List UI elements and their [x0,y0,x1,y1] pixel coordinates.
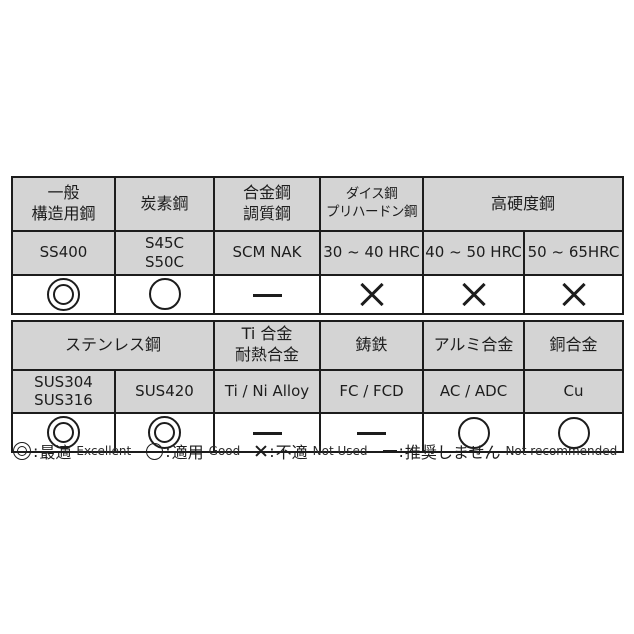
material-grade-cell: SUS304 SUS316 [11,368,116,414]
rating-cell [422,412,526,453]
legend-colon: : [398,441,404,461]
legend-item: : 推奨しません Not recommended [382,439,618,463]
material-category-cell: 高硬度鋼 [421,176,625,232]
circle-symbol [148,278,181,310]
legend-label-en: Not recommended [505,444,618,458]
legend-label-en: Not Used [312,444,368,458]
legend-colon: : [33,441,39,461]
dash-symbol [252,432,282,435]
double-circle-symbol [47,416,80,449]
material-category-cell: 炭素鋼 [114,176,215,232]
legend-label-jp: 推奨しません [404,443,501,462]
double-circle-symbol [13,442,31,460]
circle-symbol [146,442,164,460]
rating-cell [522,273,625,315]
rating-cell [213,412,322,453]
circle-symbol [457,416,490,449]
double-circle-symbol [47,277,80,311]
material-grade-cell: Cu [523,368,625,414]
circle-symbol [557,416,590,449]
material-grade-cell: SCM NAK [213,230,321,276]
material-category-cell: ステンレス鋼 [10,319,216,371]
material-grade-cell: Ti / Ni Alloy [213,368,322,414]
material-table-section-1: 一般 構造用鋼 炭素鋼 合金鋼 調質鋼 ダイス鋼 プリハードン鋼 高硬度鋼 SS400 S4… [11,176,625,315]
rating-cell [11,273,116,315]
rating-cell [113,412,216,453]
material-category-cell: 鋳鉄 [319,319,425,371]
legend: : 最適 Excellent: 適用 Good: 不適 Not Used: 推奨しません Not… [13,439,617,463]
dash-symbol [382,450,397,452]
rating-cell [114,273,215,315]
double-circle-inner [154,422,175,443]
double-circle-inner [53,422,74,443]
rating-cell [319,273,424,315]
material-category-cell: 一般 構造用鋼 [11,176,116,232]
rating-row [11,273,625,315]
legend-colon: : [269,441,275,461]
legend-label-jp: 不適 [275,443,308,462]
legend-item: : 最適 Excellent [13,439,131,463]
material-grade-cell: 30 ~ 40 HRC [319,230,424,276]
cross-symbol [255,445,267,457]
category-header-row: ステンレス鋼 Ti 合金 耐熱合金 鋳鉄 アルミ合金 銅合金 [10,319,625,371]
material-grade-cell: SS400 [11,230,116,276]
category-header-row: 一般 構造用鋼 炭素鋼 合金鋼 調質鋼 ダイス鋼 プリハードン鋼 高硬度鋼 [11,176,625,232]
legend-label-en: Good [208,444,241,458]
legend-label-jp: 適用 [171,443,204,462]
legend-label-jp: 最適 [39,443,72,462]
cross-symbol [461,282,486,306]
double-circle-inner [53,283,74,305]
material-grade-cell: SUS420 [113,368,216,414]
rating-cell [213,273,321,315]
material-grade-cell: S45C S50C [114,230,215,276]
material-grade-cell: AC / ADC [422,368,526,414]
material-table-section-2: ステンレス鋼 Ti 合金 耐熱合金 鋳鉄 アルミ合金 銅合金 SUS304 SUS316 S… [10,319,625,453]
material-category-cell: 合金鋼 調質鋼 [213,176,321,232]
rating-cell [319,412,425,453]
material-category-cell: ダイス鋼 プリハードン鋼 [319,176,424,232]
material-category-cell: アルミ合金 [422,319,526,371]
dash-symbol [357,432,387,435]
material-category-cell: 銅合金 [523,319,625,371]
legend-item: : 適用 Good [146,439,240,463]
double-circle-inner [17,446,27,456]
rating-cell [523,412,625,453]
double-circle-symbol [148,416,181,449]
rating-cell [422,273,525,315]
material-grade-cell: 40 ~ 50 HRC [422,230,525,276]
cross-symbol [359,282,384,306]
dash-symbol [252,293,282,297]
material-category-cell: Ti 合金 耐熱合金 [213,319,322,371]
cross-symbol [561,282,586,306]
grade-row: SS400 S45C S50C SCM NAK 30 ~ 40 HRC 40 ~ 50 … [11,230,625,276]
material-grade-cell: 50 ~ 65HRC [522,230,625,276]
material-grade-cell: FC / FCD [319,368,425,414]
legend-item: : 不適 Not Used [255,439,368,463]
grade-row: SUS304 SUS316 SUS420 Ti / Ni Alloy FC / FCD… [11,368,625,414]
legend-label-en: Excellent [76,444,132,458]
material-compatibility-table: 一般 構造用鋼 炭素鋼 合金鋼 調質鋼 ダイス鋼 プリハードン鋼 高硬度鋼 SS400 S4… [10,176,625,453]
legend-colon: : [165,441,171,461]
